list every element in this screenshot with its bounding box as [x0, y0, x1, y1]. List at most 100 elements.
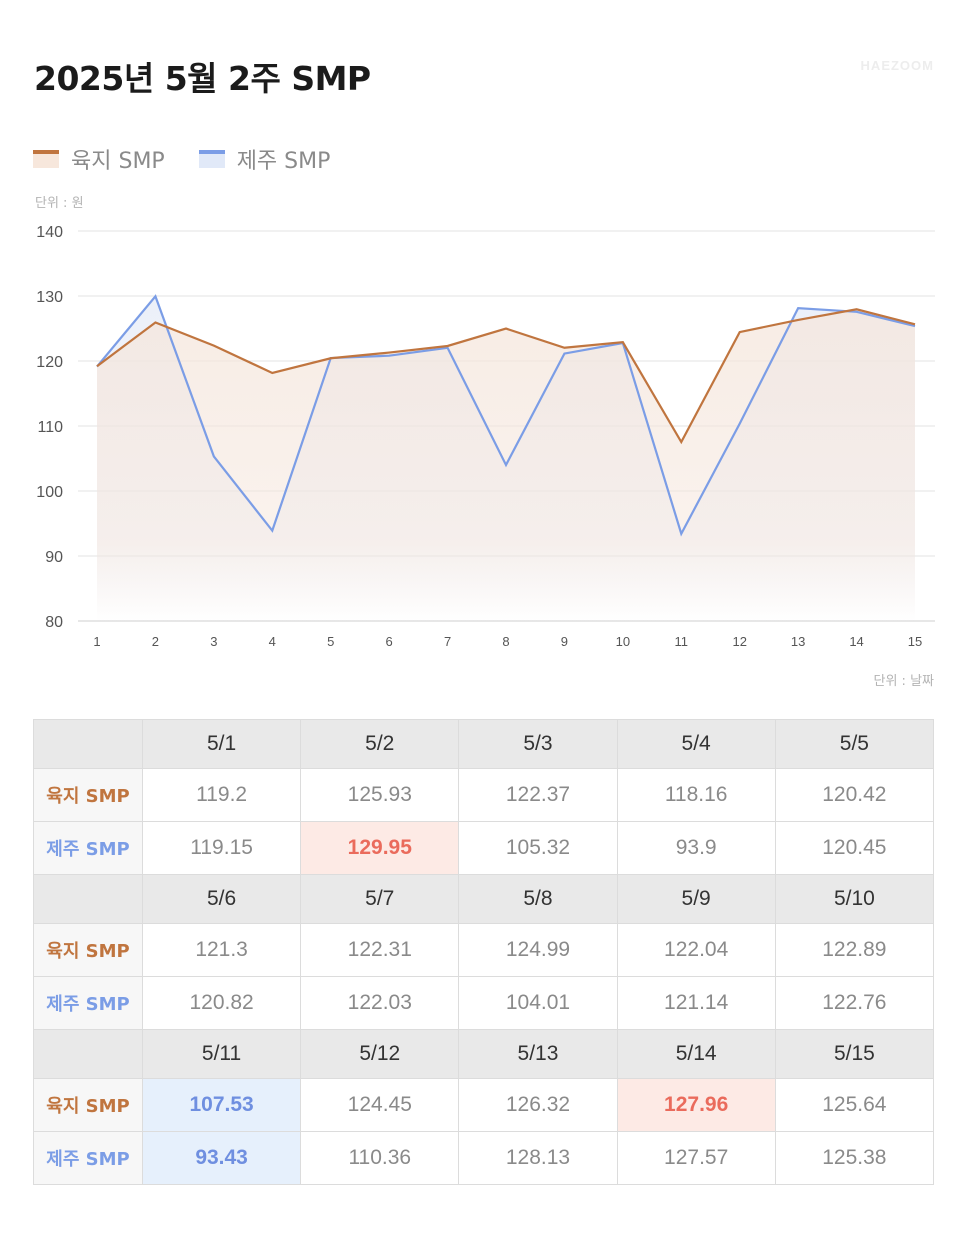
date-header: 5/4: [616, 719, 776, 769]
x-axis-ticks: 1 2 3 4 5 6 7 8 9 10 11 12 13 14 15: [93, 634, 922, 649]
chart-lines: [96, 294, 916, 537]
value-cell: 120.82: [141, 976, 302, 1030]
x-tick-label: 3: [210, 634, 217, 649]
x-tick-label: 4: [269, 634, 276, 649]
value-cell: 122.04: [616, 923, 776, 977]
date-header: 5/8: [458, 874, 618, 924]
row-label-jeju: 제주 SMP: [33, 1131, 143, 1185]
y-tick-label: 80: [45, 614, 63, 631]
legend-swatch-icon: [33, 150, 59, 168]
value-cell: 122.31: [300, 923, 460, 977]
value-cell: 124.99: [458, 923, 618, 977]
y-tick-label: 120: [36, 354, 63, 371]
chart-legend: 육지 SMP 제주 SMP: [33, 143, 330, 175]
legend-item-mainland[interactable]: 육지 SMP: [33, 143, 165, 175]
value-cell: 127.96: [616, 1078, 776, 1132]
value-cell: 126.32: [458, 1078, 618, 1132]
value-cell: 120.42: [774, 768, 935, 822]
value-cell: 93.9: [616, 821, 776, 875]
value-cell: 118.16: [616, 768, 776, 822]
date-header: 5/12: [300, 1029, 460, 1079]
x-tick-label: 8: [502, 634, 509, 649]
value-cell: 122.89: [774, 923, 935, 977]
date-header: 5/9: [616, 874, 776, 924]
value-cell: 93.43: [141, 1131, 302, 1185]
row-label-jeju: 제주 SMP: [33, 821, 143, 875]
row-label-mainland: 육지 SMP: [33, 1078, 143, 1132]
date-header: 5/11: [141, 1029, 302, 1079]
x-tick-label: 5: [327, 634, 334, 649]
value-cell: 127.57: [616, 1131, 776, 1185]
value-cell: 128.13: [458, 1131, 618, 1185]
x-tick-label: 2: [152, 634, 159, 649]
x-tick-label: 9: [561, 634, 568, 649]
value-cell: 120.45: [774, 821, 935, 875]
table-corner-cell: [33, 719, 143, 769]
y-tick-label: 110: [37, 419, 63, 436]
legend-item-jeju[interactable]: 제주 SMP: [198, 143, 331, 175]
value-cell: 125.64: [774, 1078, 935, 1132]
brand-watermark: HAEZOOM: [860, 58, 934, 73]
table-header-row: 5/1 5/2 5/3 5/4 5/5: [33, 719, 935, 769]
x-tick-label: 10: [616, 634, 630, 649]
value-cell: 121.3: [141, 923, 302, 977]
date-header: 5/3: [458, 719, 618, 769]
smp-data-table: 5/1 5/2 5/3 5/4 5/5 육지 SMP 119.2 125.93 122.37 11…: [33, 719, 935, 1185]
date-header: 5/14: [616, 1029, 776, 1079]
date-header: 5/10: [774, 874, 935, 924]
series-line-jeju: [96, 294, 916, 537]
x-tick-label: 6: [386, 634, 393, 649]
table-corner-cell: [33, 874, 143, 924]
table-corner-cell: [33, 1029, 143, 1079]
row-label-jeju: 제주 SMP: [33, 976, 143, 1030]
y-axis-unit: 단위 : 원: [35, 196, 84, 211]
date-header: 5/5: [774, 719, 935, 769]
legend-label: 육지 SMP: [71, 149, 165, 174]
y-tick-label: 140: [36, 224, 63, 241]
legend-swatch-icon: [198, 150, 225, 168]
y-tick-label: 130: [36, 289, 63, 306]
chart-areas: [97, 296, 915, 621]
y-tick-label: 90: [45, 549, 63, 566]
date-header: 5/2: [300, 719, 460, 769]
value-cell: 110.36: [300, 1131, 460, 1185]
x-tick-label: 7: [444, 634, 451, 649]
date-header: 5/7: [300, 874, 460, 924]
value-cell: 124.45: [300, 1078, 460, 1132]
x-tick-label: 1: [93, 634, 100, 649]
table-row: 제주 SMP 119.15 129.95 105.32 93.9 120.45: [33, 821, 935, 875]
value-cell: 129.95: [300, 821, 460, 875]
date-header: 5/6: [141, 874, 302, 924]
table-row: 육지 SMP 121.3 122.31 124.99 122.04 122.89: [33, 923, 935, 977]
date-header: 5/15: [774, 1029, 935, 1079]
value-cell: 122.37: [458, 768, 618, 822]
table-header-row: 5/11 5/12 5/13 5/14 5/15: [33, 1029, 935, 1079]
x-axis-unit: 단위 : 날짜: [873, 674, 935, 689]
value-cell: 122.76: [774, 976, 935, 1030]
x-tick-label: 11: [675, 634, 689, 649]
value-cell: 121.14: [616, 976, 776, 1030]
value-cell: 107.53: [141, 1078, 302, 1132]
legend-label: 제주 SMP: [236, 149, 331, 174]
row-label-mainland: 육지 SMP: [33, 768, 143, 822]
table-row: 육지 SMP 119.2 125.93 122.37 118.16 120.42: [33, 768, 935, 822]
value-cell: 105.32: [458, 821, 618, 875]
table-row: 제주 SMP 120.82 122.03 104.01 121.14 122.76: [33, 976, 935, 1030]
x-tick-label: 14: [849, 634, 863, 649]
page-title: 2025년 5월 2주 SMP: [34, 59, 371, 98]
y-tick-label: 100: [36, 484, 63, 501]
date-header: 5/1: [141, 719, 302, 769]
value-cell: 125.93: [300, 768, 460, 822]
x-tick-label: 13: [791, 634, 805, 649]
value-cell: 119.2: [141, 768, 302, 822]
value-cell: 122.03: [300, 976, 460, 1030]
table-row: 제주 SMP 93.43 110.36 128.13 127.57 125.38: [33, 1131, 935, 1185]
x-tick-label: 15: [908, 634, 922, 649]
value-cell: 104.01: [458, 976, 618, 1030]
date-header: 5/13: [458, 1029, 618, 1079]
value-cell: 125.38: [774, 1131, 935, 1185]
row-label-mainland: 육지 SMP: [33, 923, 143, 977]
series-line-mainland: [96, 308, 916, 445]
table-row: 육지 SMP 107.53 124.45 126.32 127.96 125.64: [33, 1078, 935, 1132]
